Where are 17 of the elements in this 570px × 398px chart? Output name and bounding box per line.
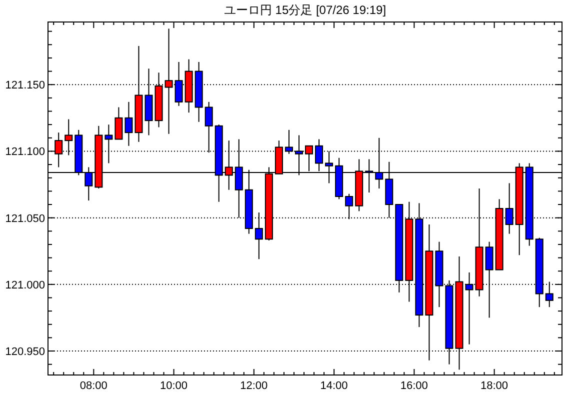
candlestick <box>124 101 133 146</box>
y-tick-label: 120.950 <box>5 346 45 358</box>
x-tick-label: 12:00 <box>240 380 268 392</box>
candlestick <box>485 241 494 318</box>
x-tick-label: 14:00 <box>320 380 348 392</box>
x-tick-label: 18:00 <box>480 380 508 392</box>
y-tick-label: 121.100 <box>5 146 45 158</box>
y-tick-label: 121.050 <box>5 212 45 225</box>
y-tick-label: 121.150 <box>5 80 45 92</box>
candlestick <box>545 281 554 308</box>
y-tick-label: 121.000 <box>5 279 45 292</box>
x-tick-label: 08:00 <box>80 380 108 392</box>
chart-title: ユーロ円 15分足 [07/26 19:19] <box>224 3 386 17</box>
x-tick-label: 16:00 <box>400 380 428 392</box>
candlestick <box>104 124 113 164</box>
candlestick <box>114 106 123 140</box>
x-tick-label: 10:00 <box>160 380 188 392</box>
